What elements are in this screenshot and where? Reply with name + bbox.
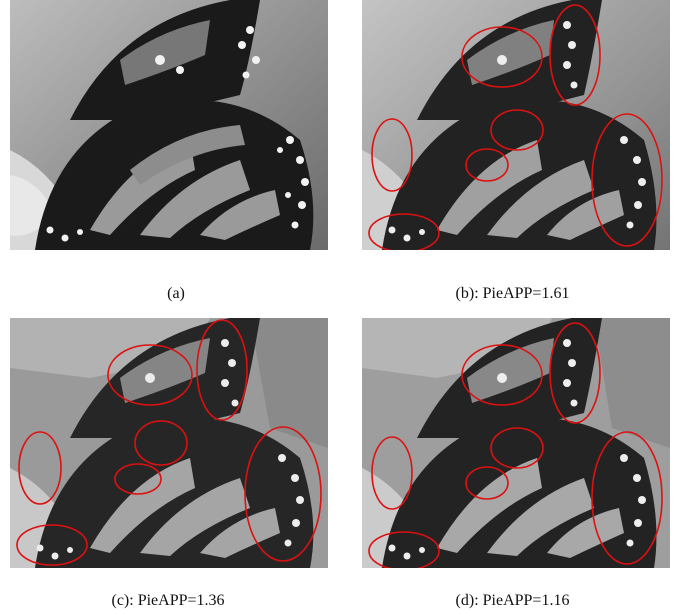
highlight-circles-c — [16, 319, 322, 566]
butterfly-image-d — [362, 318, 670, 568]
panel-d — [362, 318, 670, 568]
caption-a: (a) — [167, 285, 185, 302]
highlight-circles-b — [368, 4, 663, 250]
butterfly-image-c — [10, 318, 328, 568]
caption-b: (b): PieAPP=1.61 — [455, 285, 570, 302]
panel-a — [10, 0, 328, 250]
caption-c: (c): PieAPP=1.36 — [111, 592, 225, 609]
panel-c — [10, 318, 328, 568]
panel-b — [362, 0, 670, 250]
butterfly-image-b — [362, 0, 670, 250]
highlight-circles-d — [368, 322, 663, 568]
butterfly-image-a — [10, 0, 328, 250]
caption-d: (d): PieAPP=1.16 — [455, 592, 570, 609]
